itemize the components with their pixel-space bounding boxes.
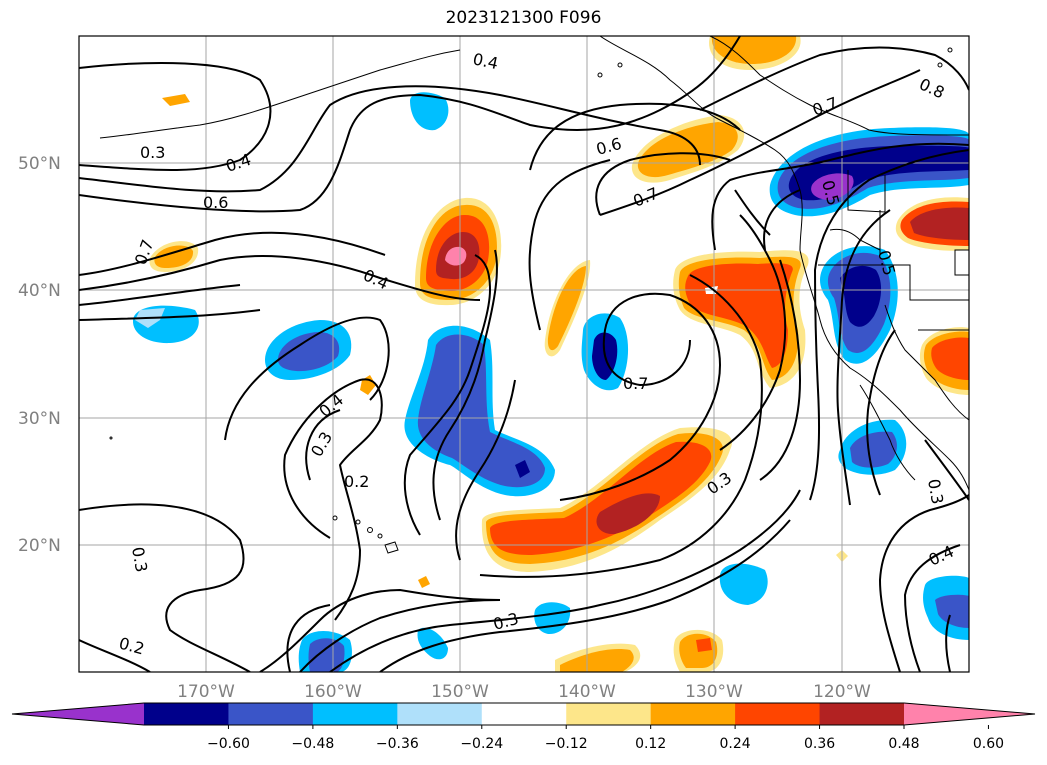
- lon-label: 170°W: [177, 682, 235, 702]
- colorbar-segment: [312, 703, 398, 725]
- colorbar-segment: [735, 703, 821, 725]
- longitude-labels: 170°W 160°W 150°W 140°W 130°W 120°W: [177, 682, 871, 702]
- lat-label: 50°N: [18, 154, 61, 174]
- lon-label: 140°W: [558, 682, 616, 702]
- lon-label: 150°W: [431, 682, 489, 702]
- colorbar-segment: [650, 703, 736, 725]
- colorbar-segment: [397, 703, 483, 725]
- colorbar-segment: [566, 703, 652, 725]
- colorbar-tick-label: −0.12: [545, 736, 588, 752]
- colorbar-extend-max: [904, 703, 1035, 725]
- colorbar-tick-label: −0.48: [291, 736, 334, 752]
- lon-label: 120°W: [813, 682, 871, 702]
- map-frame: [78, 35, 970, 673]
- lon-label: 130°W: [685, 682, 743, 702]
- colorbar-segment: [144, 703, 229, 725]
- contour-label: 0.2: [344, 472, 369, 491]
- colorbar-tick-label: 0.48: [888, 736, 919, 752]
- islands: [109, 47, 953, 554]
- contour-label: 0.4: [471, 49, 500, 73]
- coastlines: [99, 36, 969, 491]
- colorbar-segment: [228, 703, 314, 725]
- colorbar: −0.60 −0.48 −0.36 −0.24 −0.12 0.12 0.24 0.36 0.4…: [11, 702, 1036, 752]
- contour-label: 0.3: [128, 545, 151, 573]
- contour-label: 0.3: [140, 143, 165, 162]
- colorbar-tick-label: 0.12: [635, 736, 666, 752]
- contour-label: 0.3: [924, 477, 947, 505]
- map-title: 2023121300 F096: [445, 8, 602, 28]
- contour-lines: [79, 36, 969, 672]
- colorbar-segment: [819, 703, 905, 725]
- lat-label: 30°N: [18, 409, 61, 429]
- colorbar-tick-label: −0.60: [207, 736, 250, 752]
- colorbar-extend-min: [12, 703, 144, 725]
- colorbar-tick-label: −0.24: [460, 736, 503, 752]
- anomaly-fills: [132, 36, 969, 672]
- contour-label: 0.6: [203, 193, 228, 212]
- colorbar-tick-label: −0.36: [376, 736, 419, 752]
- contour-label: 0.7: [623, 374, 648, 393]
- colorbar-tick-label: 0.24: [720, 736, 751, 752]
- colorbar-outline: [11, 702, 1036, 726]
- colorbar-tick-label: 0.60: [973, 736, 1004, 752]
- lat-label: 40°N: [18, 281, 61, 301]
- lat-label: 20°N: [18, 536, 61, 556]
- lon-label: 160°W: [304, 682, 362, 702]
- latitude-labels: 50°N 40°N 30°N 20°N: [18, 154, 61, 556]
- colorbar-tick-label: 0.36: [804, 736, 835, 752]
- map-plot-area: 0.4 0.8 0.7 0.3 0.4 0.6 0.6 0.7 0.7 0.4 …: [79, 36, 969, 672]
- colorbar-segment: [481, 703, 567, 725]
